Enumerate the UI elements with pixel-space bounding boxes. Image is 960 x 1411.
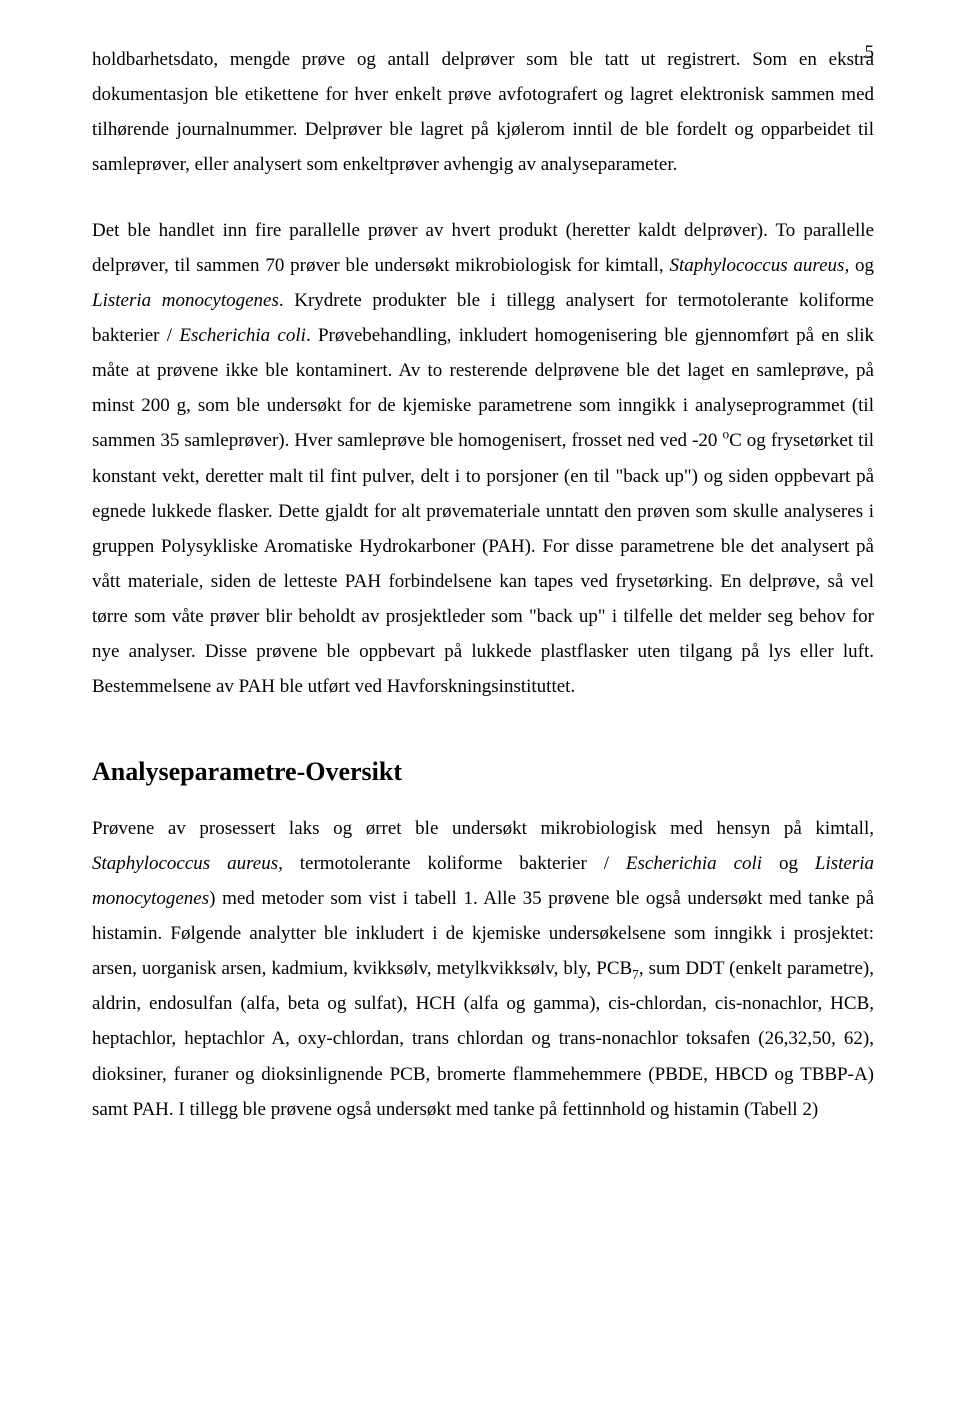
subscript: 7 [632,967,639,982]
body-paragraph-2: Det ble handlet inn fire parallelle prøv… [92,213,874,705]
text-run: termotolerante koliforme bakterier / [283,853,626,874]
text-run-italic: Staphylococcus aureus, [92,853,283,874]
page-number: 5 [865,42,875,64]
text-run: Prøvene av prosessert laks og ørret ble … [92,818,874,839]
section-heading: Analyseparametre-Oversikt [92,757,874,787]
text-run: holdbarhetsdato, mengde prøve og antall … [92,49,874,175]
text-run: , sum DDT (enkelt parametre), aldrin, en… [92,958,874,1120]
document-page: 5 holdbarhetsdato, mengde prøve og antal… [0,0,960,1411]
body-paragraph-3: Prøvene av prosessert laks og ørret ble … [92,811,874,1127]
text-run-italic: Listeria monocytogenes [92,290,279,311]
text-run: og [849,255,874,276]
text-run-italic: Escherichia coli [179,325,306,346]
text-run: og [762,853,815,874]
text-run-italic: Staphylococcus aureus, [669,255,849,276]
text-run-italic: Escherichia coli [626,853,762,874]
body-paragraph-1: holdbarhetsdato, mengde prøve og antall … [92,42,874,183]
text-run: C og frysetørket til konstant vekt, dere… [92,430,874,697]
